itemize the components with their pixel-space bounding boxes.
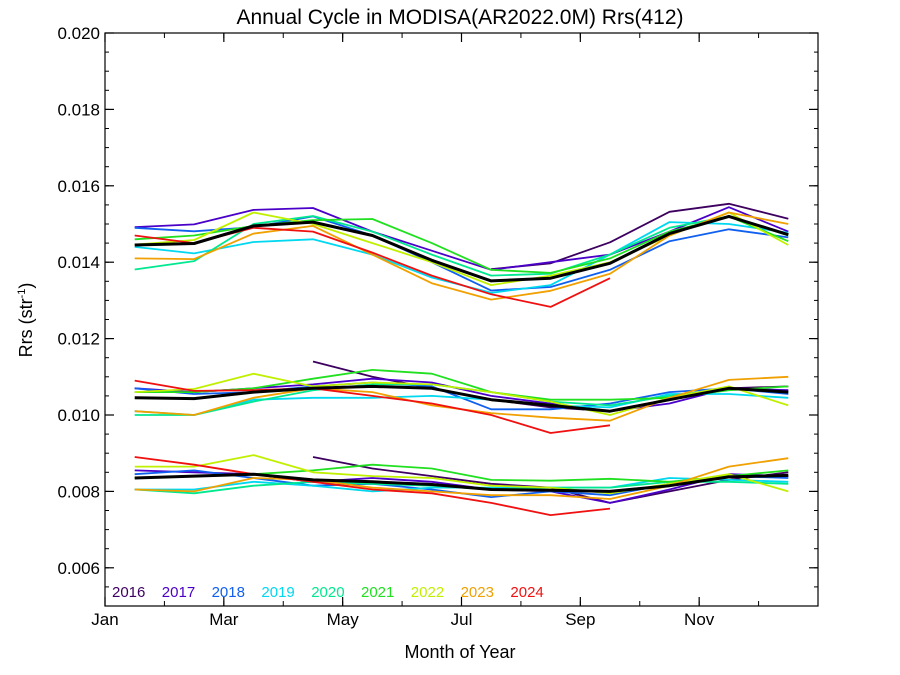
series-line-mean — [134, 214, 789, 283]
y-tick-label: 0.006 — [57, 559, 100, 578]
x-axis-label: Month of Year — [404, 642, 515, 662]
legend-entry-2022: 2022 — [411, 584, 444, 601]
x-tick-label: Jul — [451, 610, 473, 629]
x-tick-label: May — [327, 610, 360, 629]
y-tick-label: 0.014 — [57, 253, 100, 272]
series-line-mean — [134, 472, 789, 493]
x-axis: Jan Mar May Jul Sep Nov — [91, 33, 819, 629]
legend-entry-2019: 2019 — [261, 584, 294, 601]
y-tick-label: 0.020 — [57, 24, 100, 43]
plot-frame — [104, 32, 819, 607]
legend-entry-2021: 2021 — [361, 584, 394, 601]
y-tick-label: 0.012 — [57, 330, 100, 349]
series-line-mean — [134, 384, 789, 413]
legend-entry-2020: 2020 — [311, 584, 344, 601]
y-axis-label-main: Rrs (str — [16, 298, 36, 357]
legend-entry-2016: 2016 — [112, 584, 145, 601]
plot-area — [104, 32, 819, 607]
legend: 2016 2017 2018 2019 2020 2021 2022 2023 2024 — [112, 584, 544, 601]
legend-entry-2023: 2023 — [461, 584, 494, 601]
y-axis-label-superscript: -1 — [16, 289, 28, 299]
y-tick-label: 0.010 — [57, 406, 100, 425]
series-line-2024 — [134, 456, 611, 516]
legend-entry-2017: 2017 — [162, 584, 195, 601]
y-axis: 0.006 0.008 0.010 0.012 0.014 0.016 0.018 0.020 — [57, 24, 818, 607]
series-group-middle — [134, 360, 789, 434]
y-axis-label: Rrs (str-1) — [16, 283, 36, 358]
y-tick-label: 0.016 — [57, 177, 100, 196]
x-tick-label: Sep — [565, 610, 595, 629]
series-line-2023 — [134, 457, 789, 500]
y-axis-label-close: ) — [16, 283, 36, 289]
series-group-upper — [134, 202, 789, 308]
series-group-lower — [134, 454, 789, 516]
series-line-2017 — [134, 206, 789, 271]
legend-entry-2024: 2024 — [510, 584, 543, 601]
legend-entry-2018: 2018 — [212, 584, 245, 601]
y-tick-label: 0.018 — [57, 100, 100, 119]
series-line-2022 — [134, 372, 789, 416]
chart-title: Annual Cycle in MODISA(AR2022.0M) Rrs(41… — [237, 6, 684, 29]
x-tick-label: Mar — [209, 610, 239, 629]
y-tick-label: 0.008 — [57, 482, 100, 501]
lines-layer — [134, 202, 789, 516]
series-line-2024 — [134, 379, 611, 434]
x-tick-label: Jan — [91, 610, 118, 629]
x-tick-label: Nov — [684, 610, 715, 629]
